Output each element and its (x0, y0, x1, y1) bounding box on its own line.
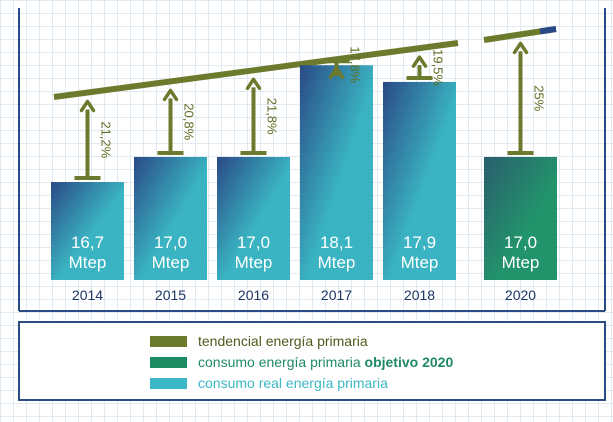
arrow-head-2014 (79, 99, 96, 113)
arrow-head-2017 (328, 66, 345, 79)
legend-label-trend: tendencial energía primaria (198, 333, 368, 349)
percent-label-2014: 21,2% (99, 121, 114, 158)
bar-unit-2018: Mtep (401, 253, 439, 272)
arrow-head-2020 (512, 41, 529, 55)
legend-item-trend: tendencial energía primaria (150, 332, 368, 350)
arrow-head-2016 (245, 77, 262, 91)
x-tick-2018: 2018 (404, 287, 435, 303)
bar-2018 (383, 81, 456, 280)
percent-label-2020: 25% (532, 85, 547, 111)
legend-item-objective: consumo energía primaria objetivo 2020 (150, 353, 453, 371)
bar-unit-2017: Mtep (318, 253, 356, 272)
legend-label-objective-prefix: consumo energía primaria (198, 354, 365, 370)
legend-swatch-trend (150, 335, 187, 347)
legend-swatch-real (150, 377, 187, 389)
x-tick-2020: 2020 (505, 287, 536, 303)
bar-value-2016: 17,0 (237, 233, 270, 252)
percent-label-2017: 17,8% (348, 46, 363, 83)
arrow-head-2018 (411, 55, 428, 68)
trend-line (53, 40, 459, 100)
legend-swatch-objective (150, 356, 187, 368)
bar-value-2018: 17,9 (403, 233, 436, 252)
x-tick-2015: 2015 (155, 287, 186, 303)
legend-label-real: consumo real energía primaria (198, 375, 388, 391)
x-tick-2014: 2014 (72, 287, 103, 303)
percent-label-2016: 21,8% (265, 98, 280, 135)
bar-2017 (300, 65, 373, 280)
bar-2014 (51, 182, 124, 280)
bar-unit-2015: Mtep (152, 253, 190, 272)
x-tick-2017: 2017 (321, 287, 352, 303)
legend: tendencial energía primaria consumo ener… (18, 321, 606, 401)
x-tick-2016: 2016 (238, 287, 269, 303)
bar-value-2017: 18,1 (320, 233, 353, 252)
trend-line-extension-tip (539, 26, 557, 35)
bar-unit-2020: Mtep (502, 253, 540, 272)
bar-value-2020: 17,0 (504, 233, 537, 252)
legend-label-objective: consumo energía primaria objetivo 2020 (198, 354, 453, 370)
bar-2020 (484, 157, 557, 280)
percent-label-2018: 19,5% (431, 49, 446, 86)
bar-value-2015: 17,0 (154, 233, 187, 252)
bars-layer: 16,7Mtep201421,2%17,0Mtep201520,8%17,0Mt… (51, 41, 557, 303)
legend-label-objective-bold: objetivo 2020 (364, 354, 454, 370)
bar-2016 (217, 157, 290, 280)
bar-2015 (134, 157, 207, 280)
legend-item-real: consumo real energía primaria (150, 374, 388, 392)
arrow-head-2015 (162, 88, 179, 102)
bar-unit-2016: Mtep (235, 253, 273, 272)
bar-unit-2014: Mtep (69, 253, 107, 272)
percent-label-2015: 20,8% (182, 103, 197, 140)
bar-value-2014: 16,7 (71, 233, 104, 252)
